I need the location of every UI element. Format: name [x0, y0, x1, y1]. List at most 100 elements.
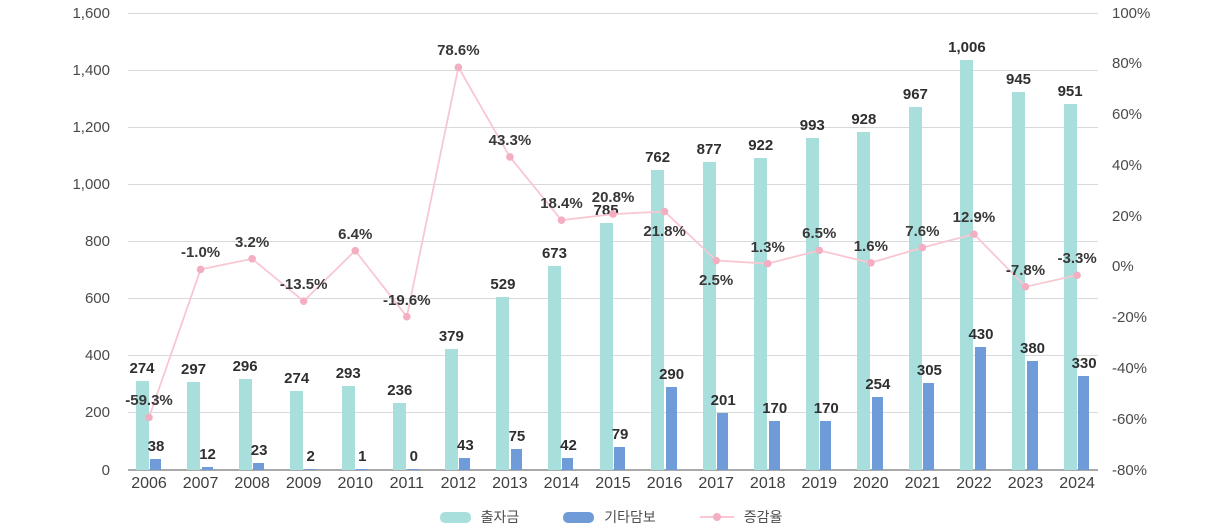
bar-chuljageum-2024: [1063, 104, 1077, 470]
y-axis-right-tick: -80%: [1112, 461, 1148, 479]
bar-value-label: 23: [250, 442, 268, 460]
legend-label-jeunggamyul: 증감율: [743, 509, 783, 525]
gridline: [128, 298, 1098, 300]
bar-value-label: 928: [851, 111, 877, 129]
bar-value-label: 430: [968, 326, 994, 344]
x-axis-tick-2019: 2019: [801, 475, 838, 492]
y-axis-left-tick: 400: [84, 347, 110, 365]
bar-value-label: 673: [541, 244, 567, 262]
bar-chuljageum-2011: [393, 402, 407, 470]
legend: 출자금 기타담보 증감율: [0, 504, 1222, 530]
bar-gitadambo-2015: [614, 447, 626, 470]
y-axis-right-tick: 100%: [1112, 4, 1151, 22]
growth-rate-point-2010: [351, 246, 360, 255]
bar-gitadambo-2022: [974, 347, 986, 470]
bar-chuljageum-2023: [1012, 91, 1026, 470]
bar-gitadambo-2019: [820, 421, 832, 470]
y-axis-left-tick: 1,200: [72, 118, 110, 136]
bar-value-label: 79: [611, 426, 629, 444]
bar-gitadambo-2016: [665, 387, 677, 470]
gridline: [128, 126, 1098, 128]
bar-chuljageum-2017: [702, 162, 716, 470]
y-axis-right-tick: -60%: [1112, 410, 1148, 428]
y-axis-left-tick: 600: [84, 290, 110, 308]
y-axis-right-tick: -20%: [1112, 309, 1148, 327]
bar-gitadambo-2011: [407, 468, 419, 470]
bar-value-label: 75: [508, 427, 526, 445]
x-axis-tick-2009: 2009: [285, 475, 322, 492]
legend-label-chuljageum: 출자금: [480, 509, 520, 525]
y-axis-left-tick: 1,400: [72, 61, 110, 79]
growth-rate-label: 7.6%: [905, 222, 940, 240]
gridline: [128, 355, 1098, 357]
y-axis-right-tick: 20%: [1112, 207, 1143, 225]
gridline: [128, 183, 1098, 185]
y-axis-left-tick: 0: [101, 461, 110, 479]
bar-value-label: 1,006: [948, 38, 986, 56]
blue-bar-swatch-icon: [563, 511, 595, 523]
y-axis-left-tick: 800: [84, 233, 110, 250]
bar-chuljageum-2019: [805, 137, 819, 470]
growth-rate-point-2011: [403, 312, 411, 321]
bar-chuljageum-2018: [754, 158, 768, 470]
teal-bar-swatch-icon: [439, 511, 471, 523]
bar-value-label: 967: [902, 85, 928, 103]
growth-rate-label: 21.8%: [643, 222, 686, 240]
bar-chuljageum-2021: [908, 106, 922, 470]
legend-item-jeunggamyul: 증감율: [699, 507, 783, 527]
x-axis-tick-2006: 2006: [131, 475, 167, 492]
x-axis-tick-2024: 2024: [1059, 475, 1095, 492]
y-axis-right-tick: 80%: [1112, 55, 1143, 73]
y-axis-left-tick: 1,000: [72, 175, 110, 193]
growth-rate-point-2008: [248, 254, 256, 263]
bar-gitadambo-2018: [768, 421, 780, 470]
bar-gitadambo-2020: [871, 397, 883, 470]
x-axis-tick-2022: 2022: [956, 475, 992, 492]
x-axis-tick-2008: 2008: [234, 475, 270, 492]
x-axis-tick-2020: 2020: [853, 475, 889, 492]
growth-rate-label: 43.3%: [488, 131, 532, 149]
y-axis-left-tick: 200: [84, 404, 110, 422]
legend-item-chuljageum: 출자금: [439, 507, 520, 527]
growth-rate-label: 12.9%: [952, 209, 996, 227]
growth-rate-label: 78.6%: [437, 42, 480, 60]
bar-value-label: 293: [335, 365, 361, 383]
legend-item-gitadambo: 기타담보: [563, 507, 656, 527]
growth-rate-label: 1.6%: [853, 237, 888, 255]
bar-value-label: 12: [199, 445, 216, 463]
bar-value-label: 38: [147, 438, 165, 456]
x-axis-tick-2015: 2015: [595, 475, 631, 492]
growth-rate-label: 1.3%: [750, 238, 785, 256]
bar-gitadambo-2007: [201, 466, 213, 470]
growth-rate-point-2007: [196, 265, 205, 274]
bar-value-label: 951: [1057, 83, 1083, 101]
bar-gitadambo-2008: [253, 463, 265, 470]
x-axis-tick-2011: 2011: [389, 475, 424, 492]
bar-chuljageum-2006: [135, 380, 149, 470]
gridline: [128, 69, 1098, 71]
growth-rate-label: -59.3%: [125, 392, 173, 410]
bar-value-label: 1: [358, 447, 367, 465]
growth-rate-label: 6.4%: [338, 225, 373, 243]
bar-gitadambo-2021: [923, 382, 935, 470]
bar-gitadambo-2009: [304, 468, 316, 470]
x-axis-tick-2021: 2021: [904, 475, 941, 492]
y-axis-right-tick: 60%: [1112, 106, 1143, 124]
bar-chuljageum-2016: [651, 169, 665, 470]
growth-rate-label: 2.5%: [699, 271, 734, 289]
bar-value-label: 922: [748, 137, 774, 155]
growth-rate-label: -3.3%: [1057, 250, 1097, 268]
growth-rate-label: -13.5%: [279, 276, 328, 294]
x-axis-tick-2013: 2013: [492, 475, 528, 492]
bar-gitadambo-2017: [717, 412, 729, 470]
x-axis-tick-2010: 2010: [337, 475, 374, 492]
x-axis-tick-2018: 2018: [749, 475, 786, 492]
y-axis-right-tick: 40%: [1112, 156, 1143, 174]
bar-gitadambo-2012: [459, 457, 471, 470]
line-swatch-icon: [699, 512, 734, 522]
bar-value-label: 379: [438, 328, 464, 346]
bar-gitadambo-2010: [356, 468, 368, 470]
bar-value-label: 2: [306, 447, 315, 465]
bar-gitadambo-2023: [1026, 361, 1038, 470]
growth-rate-label: -19.6%: [383, 291, 431, 309]
